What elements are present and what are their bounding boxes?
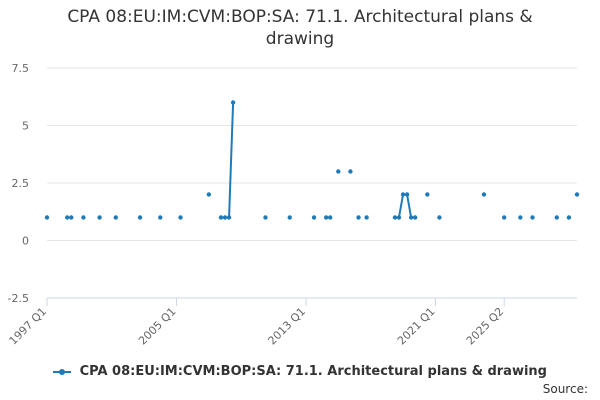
chart-title-line-1: CPA 08:EU:IM:CVM:BOP:SA: 71.1. Architect… <box>67 7 533 27</box>
data-point[interactable] <box>158 215 163 220</box>
x-tick-label: 2021 Q1 <box>395 305 438 348</box>
x-tick-label: 2025 Q2 <box>464 305 507 348</box>
data-point[interactable] <box>404 192 410 197</box>
data-point[interactable] <box>226 215 232 220</box>
series-line-segment <box>406 194 413 218</box>
data-point[interactable] <box>113 215 118 220</box>
data-point[interactable] <box>206 192 212 197</box>
data-point[interactable] <box>336 169 341 174</box>
y-axis: -2.5 0 2.5 5 7.5 <box>8 62 29 305</box>
data-point[interactable] <box>218 215 224 220</box>
y-tick-label: 5 <box>22 120 29 133</box>
data-point[interactable] <box>44 215 50 220</box>
legend[interactable]: CPA 08:EU:IM:CVM:BOP:SA: 71.1. Architect… <box>0 364 600 379</box>
data-point[interactable] <box>287 215 292 220</box>
data-point[interactable] <box>311 215 317 220</box>
x-tick-label: 2013 Q1 <box>266 305 309 348</box>
data-point[interactable] <box>400 192 406 197</box>
x-axis-ticks: 1997 Q1 2005 Q1 2013 Q1 2021 Q1 2025 Q2 <box>7 298 507 348</box>
y-tick-label: 2.5 <box>12 177 30 190</box>
y-tick-label: 7.5 <box>12 62 30 75</box>
chart-title: CPA 08:EU:IM:CVM:BOP:SA: 71.1. Architect… <box>0 6 600 50</box>
data-point[interactable] <box>81 215 86 220</box>
data-point[interactable] <box>518 215 523 220</box>
series-line-segment <box>228 102 235 218</box>
data-point[interactable] <box>364 215 369 220</box>
data-point[interactable] <box>178 215 183 220</box>
data-point[interactable] <box>396 215 402 220</box>
chart-title-line-2: drawing <box>265 29 335 49</box>
y-tick-label: 0 <box>22 235 29 248</box>
data-point[interactable] <box>356 215 361 220</box>
data-point[interactable] <box>348 169 353 174</box>
gridlines <box>47 67 577 299</box>
data-point[interactable] <box>408 215 414 220</box>
data-point[interactable] <box>392 215 398 220</box>
x-tick-label: 2005 Q1 <box>136 305 179 348</box>
data-point[interactable] <box>97 215 102 220</box>
data-point[interactable] <box>230 100 236 105</box>
data-point[interactable] <box>328 215 333 220</box>
data-point[interactable] <box>222 215 228 220</box>
data-point[interactable] <box>69 215 74 220</box>
data-point[interactable] <box>412 215 418 220</box>
y-tick-label: -2.5 <box>8 292 29 305</box>
legend-label: CPA 08:EU:IM:CVM:BOP:SA: 71.1. Architect… <box>79 364 547 379</box>
legend-line-marker-icon <box>53 367 72 377</box>
data-point[interactable] <box>263 215 268 220</box>
data-point[interactable] <box>425 192 430 197</box>
data-point[interactable] <box>323 215 329 220</box>
data-point[interactable] <box>501 215 507 220</box>
x-tick-label: 1997 Q1 <box>7 305 50 348</box>
data-point[interactable] <box>574 192 580 197</box>
source-label[interactable]: Source: <box>542 382 588 396</box>
data-point[interactable] <box>65 215 70 220</box>
data-point[interactable] <box>566 215 572 220</box>
data-point[interactable] <box>554 215 559 220</box>
data-point[interactable] <box>437 215 442 220</box>
data-point[interactable] <box>481 192 487 197</box>
series-line-group <box>44 100 580 220</box>
series-line-segment <box>397 194 405 218</box>
data-point[interactable] <box>530 215 535 220</box>
data-point[interactable] <box>137 215 143 220</box>
